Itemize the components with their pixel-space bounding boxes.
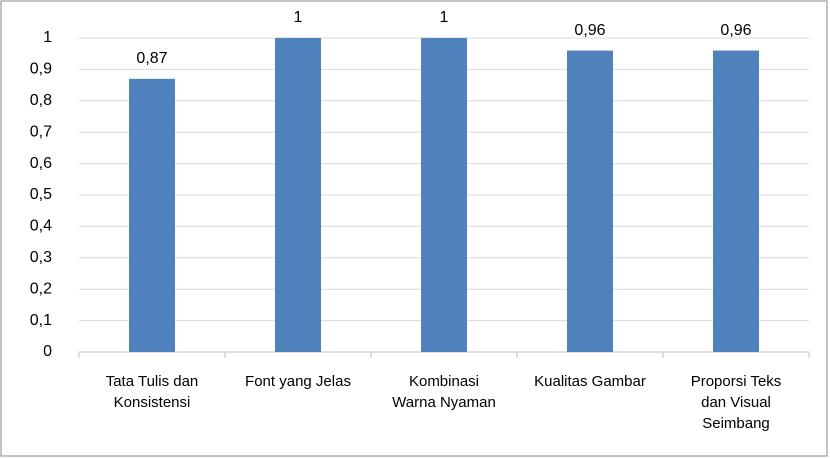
y-tick-label: 0,5 bbox=[30, 186, 52, 203]
y-tick-label: 0,8 bbox=[30, 92, 52, 109]
y-tick-label: 0,7 bbox=[30, 123, 52, 140]
bar bbox=[421, 38, 467, 352]
y-tick-label: 0,4 bbox=[30, 218, 52, 235]
y-tick-label: 0,2 bbox=[30, 280, 52, 297]
y-tick-label: 0,9 bbox=[30, 61, 52, 78]
y-tick-label: 0 bbox=[43, 343, 52, 360]
y-tick-label: 0,1 bbox=[30, 312, 52, 329]
data-label: 0,87 bbox=[136, 50, 167, 67]
x-tick-label: Kualitas Gambar bbox=[534, 373, 646, 390]
data-label: 1 bbox=[294, 9, 303, 26]
data-label: 0,96 bbox=[720, 22, 751, 39]
x-tick-label: Font yang Jelas bbox=[245, 373, 351, 390]
y-tick-label: 0,3 bbox=[30, 249, 52, 266]
x-tick-label: Proporsi Teks dan Visual Seimbang bbox=[690, 373, 782, 432]
data-label: 1 bbox=[440, 9, 449, 26]
bar bbox=[713, 50, 759, 353]
bar bbox=[275, 38, 321, 352]
data-label: 0,96 bbox=[574, 22, 605, 39]
x-tick-label: Kombinasi Warna Nyaman bbox=[392, 373, 496, 411]
y-tick-label: 1 bbox=[43, 29, 52, 46]
bar bbox=[129, 78, 175, 352]
y-tick-label: 0,6 bbox=[30, 155, 52, 172]
x-tick-label: Tata Tulis dan Konsistensi bbox=[105, 373, 199, 411]
bar bbox=[567, 50, 613, 353]
